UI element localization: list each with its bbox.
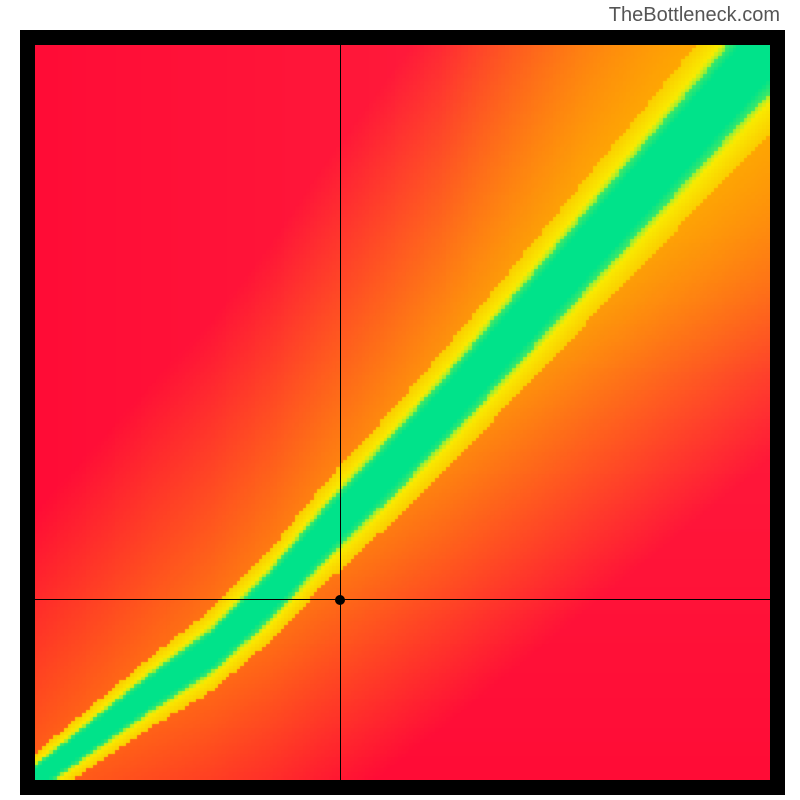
crosshair-horizontal-line: [35, 599, 770, 600]
watermark-text: TheBottleneck.com: [609, 4, 780, 27]
crosshair-vertical-line: [340, 45, 341, 780]
heatmap-plot-area: [35, 45, 770, 780]
heatmap-canvas: [35, 45, 770, 780]
chart-container: TheBottleneck.com: [0, 0, 800, 800]
crosshair-point: [335, 595, 345, 605]
